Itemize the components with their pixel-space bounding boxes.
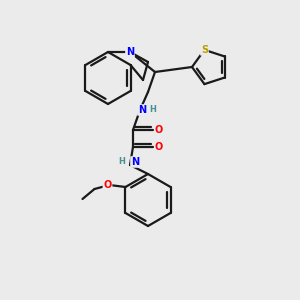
Text: N: N <box>138 105 146 115</box>
Text: N: N <box>131 157 139 167</box>
Text: O: O <box>103 180 112 190</box>
Text: S: S <box>201 45 208 55</box>
Text: N: N <box>126 47 134 57</box>
Text: H: H <box>150 106 156 115</box>
Text: O: O <box>155 125 163 135</box>
Text: O: O <box>155 142 163 152</box>
Text: H: H <box>118 158 125 166</box>
